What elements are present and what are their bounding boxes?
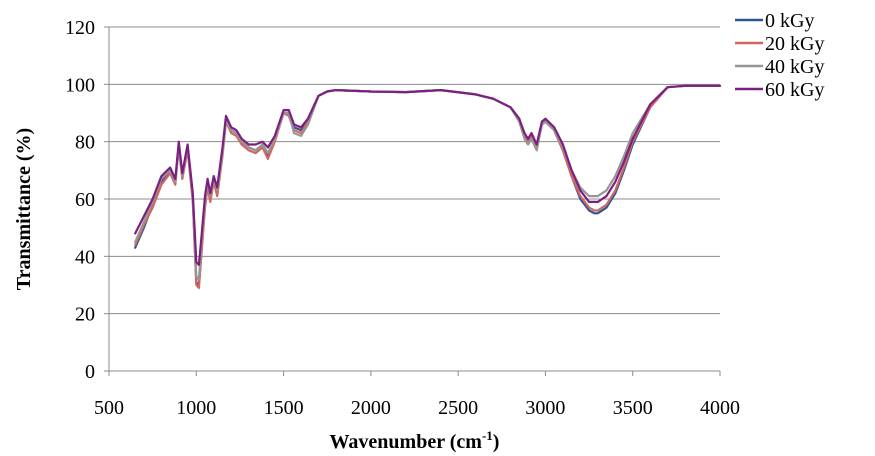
legend-label: 20 kGy [765, 33, 824, 55]
x-tick-label: 1500 [264, 397, 304, 419]
y-tick-label: 100 [65, 74, 95, 96]
y-tick-label: 80 [75, 132, 95, 154]
y-tick-label: 40 [75, 246, 95, 268]
legend-label: 60 kGy [765, 79, 824, 101]
legend-label: 0 kGy [765, 10, 814, 32]
series-line-60-kgy [134, 84, 722, 266]
x-tick-label: 3000 [525, 397, 565, 419]
series-line-0-kgy [134, 84, 722, 287]
axes [104, 26, 721, 376]
y-tick-label: 20 [75, 304, 95, 326]
x-tick-label: 1000 [176, 397, 216, 419]
x-tick-label: 2000 [351, 397, 391, 419]
x-tick-label: 4000 [700, 397, 740, 419]
y-tick-label: 60 [75, 189, 95, 211]
x-tick-label: 500 [94, 397, 124, 419]
x-tick-label: 3500 [613, 397, 653, 419]
series-line-40-kgy [134, 84, 722, 281]
x-axis-title: Wavenumber (cm-1) [330, 428, 500, 453]
y-axis-title: Transmittance (%) [13, 128, 35, 290]
x-tick-label: 2500 [438, 397, 478, 419]
series-line-20-kgy [134, 84, 722, 289]
tick-labels: 0 20 40 60 80 100 120 500 1000 1500 2000 2500 3000 35… [65, 17, 740, 419]
series-lines [134, 84, 722, 289]
y-tick-label: 120 [65, 17, 95, 39]
y-tick-label: 0 [85, 361, 95, 383]
legend-label: 40 kGy [765, 56, 824, 78]
